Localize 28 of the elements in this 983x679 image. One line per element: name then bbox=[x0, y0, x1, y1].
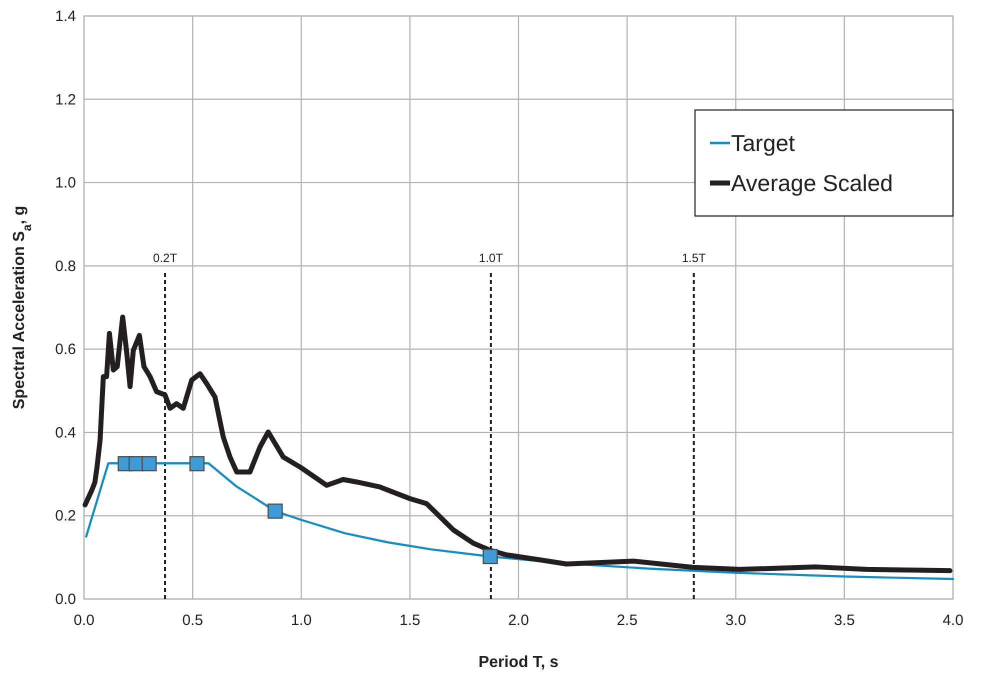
x-tick-label: 0.5 bbox=[182, 612, 204, 629]
y-tick-label: 0.6 bbox=[55, 341, 76, 358]
x-tick-label: 3.5 bbox=[834, 612, 855, 629]
y-tick-label: 0.4 bbox=[55, 424, 76, 442]
legend-label: Target bbox=[731, 130, 796, 156]
x-tick-label: 2.0 bbox=[508, 612, 529, 629]
x-tick-label: 1.5 bbox=[399, 612, 420, 629]
y-tick-label: 1.4 bbox=[55, 8, 76, 25]
point bbox=[142, 456, 157, 472]
x-tick-label: 2.5 bbox=[616, 612, 638, 629]
y-tick-label: 0.0 bbox=[55, 591, 76, 608]
x-tick-label: 0.0 bbox=[74, 612, 94, 629]
line-series bbox=[85, 462, 954, 580]
legend-label: Average Scaled bbox=[731, 170, 893, 196]
x-tick-label: 1.0 bbox=[290, 612, 312, 629]
ref-line-label: 1.5T bbox=[682, 251, 706, 266]
y-tick-label: 1.0 bbox=[55, 174, 76, 192]
y-tick-label: 1.2 bbox=[55, 91, 76, 108]
x-tick-label: 4.0 bbox=[942, 612, 964, 629]
point bbox=[268, 504, 283, 519]
y-tick-label: 0.8 bbox=[55, 258, 76, 275]
x-axis-title: Period T, s bbox=[478, 654, 559, 671]
x-tick-label: 3.0 bbox=[725, 612, 746, 629]
ref-line-label: 1.0T bbox=[478, 251, 504, 266]
ref-line-label: 0.2T bbox=[153, 251, 178, 266]
point bbox=[482, 548, 498, 564]
point bbox=[189, 456, 205, 472]
y-tick-label: 0.2 bbox=[55, 508, 76, 525]
